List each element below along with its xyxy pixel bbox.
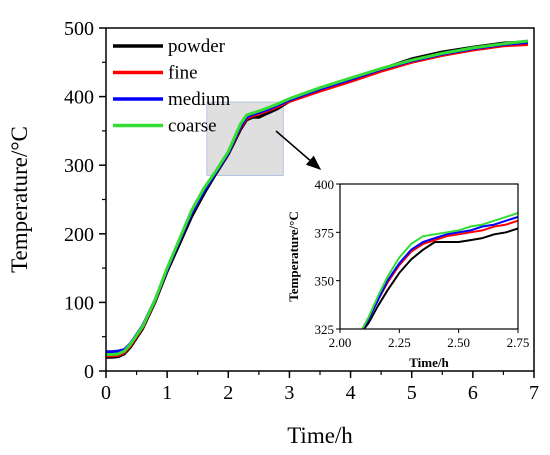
inset-y-axis-title: Temperature/°C	[286, 211, 301, 301]
y-tick-label: 300	[64, 155, 94, 177]
x-tick-label: 6	[468, 382, 478, 404]
inset-series-line-coarse	[361, 212, 518, 329]
inset-y-tick-label: 400	[315, 177, 335, 192]
inset-x-tick-label: 2.75	[507, 335, 530, 350]
inset-y-tick-label: 375	[315, 225, 335, 240]
inset-x-tick-label: 2.50	[447, 335, 470, 350]
x-axis-title: Time/h	[287, 423, 353, 448]
x-tick-label: 2	[223, 382, 233, 404]
x-tick-label: 7	[529, 382, 539, 404]
zoom-arrow	[275, 130, 322, 170]
inset-background	[340, 184, 518, 329]
inset-series-line-powder	[362, 227, 518, 329]
main-plot: 0 1 2 3 4 5 6 7 0 100 200 300 400 500 Time/h Temperatur…	[7, 18, 539, 448]
legend-label-coarse: coarse	[168, 116, 217, 137]
series-line-coarse	[106, 39, 529, 356]
x-tick-label: 3	[284, 382, 294, 404]
legend-label-powder: powder	[168, 36, 226, 57]
y-tick-label: 200	[64, 224, 94, 246]
x-tick-label: 5	[407, 382, 417, 404]
y-tick-label: 400	[64, 87, 94, 109]
inset-y-tick-label: 325	[315, 322, 335, 337]
inset-x-tick-label: 2.25	[388, 335, 411, 350]
inset-y-tick-label: 350	[315, 274, 335, 289]
x-tick-label: 1	[162, 382, 172, 404]
inset-x-tick-label: 2.00	[329, 335, 352, 350]
inset-series-line-medium	[361, 215, 518, 329]
x-tick-label: 0	[101, 382, 111, 404]
y-tick-label: 500	[64, 18, 94, 40]
inset-frame	[339, 183, 519, 330]
y-tick-label: 0	[84, 361, 94, 383]
inset-series-group	[361, 212, 518, 329]
x-tick-label: 4	[346, 382, 356, 404]
inset-plot: 2.00 2.25 2.50 2.75 325 350 375 400 Time/h Temper…	[286, 177, 529, 370]
y-axis-title: Temperature/°C	[7, 126, 32, 273]
legend-label-medium: medium	[168, 89, 230, 110]
legend-label-fine: fine	[168, 63, 198, 84]
inset-x-axis-title: Time/h	[409, 355, 449, 370]
y-tick-label: 100	[64, 292, 94, 314]
